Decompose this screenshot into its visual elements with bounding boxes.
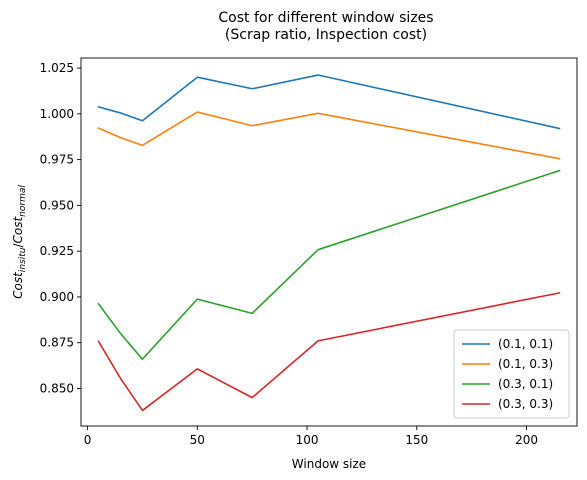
- x-tick-label: 0: [84, 433, 92, 447]
- x-tick-label: 50: [190, 433, 205, 447]
- legend-label-0: (0.1, 0.1): [498, 337, 553, 351]
- y-tick-label: 0.925: [40, 244, 74, 258]
- legend-label-3: (0.3, 0.3): [498, 397, 553, 411]
- x-axis-label: Window size: [292, 457, 366, 471]
- y-tick-label: 1.025: [40, 61, 74, 75]
- y-tick-label: 0.900: [40, 290, 74, 304]
- y-axis-label-cost-2: Cost: [11, 216, 25, 244]
- x-tick-label: 150: [405, 433, 428, 447]
- plot-area: 0 50 100 150 200 0.850 0.875 0.900 0.925 0.950 0.9…: [40, 57, 578, 447]
- legend-box: [453, 329, 570, 419]
- y-tick-label: 0.850: [40, 381, 74, 395]
- chart-title-line-1: Cost for different window sizes: [218, 10, 433, 26]
- y-axis-label-cost-1: Cost: [11, 271, 25, 299]
- series-line-2: [97, 169, 561, 360]
- x-tick-label: 100: [296, 433, 319, 447]
- series-line-1: [97, 111, 561, 160]
- y-axis-label-sub-1: insitu: [18, 247, 28, 272]
- x-tick-label: 200: [515, 433, 538, 447]
- y-axis-label-sep: /: [11, 243, 25, 248]
- series-line-0: [97, 74, 561, 130]
- y-tick-label: 1.000: [40, 107, 74, 121]
- y-tick-label: 0.950: [40, 198, 74, 212]
- y-axis-label: Costinsitu/Costnormal: [11, 185, 28, 299]
- y-tick-label: 0.975: [40, 153, 74, 167]
- chart-title-line-2: (Scrap ratio, Inspection cost): [225, 27, 427, 43]
- legend-label-2: (0.3, 0.1): [498, 377, 553, 391]
- y-axis-label-sub-2: normal: [18, 185, 28, 217]
- legend: (0.1, 0.1) (0.1, 0.3) (0.3, 0.1) (0.3, 0.3): [453, 329, 570, 419]
- series-line-3: [97, 291, 561, 412]
- plot-frame: [80, 57, 578, 427]
- legend-label-1: (0.1, 0.3): [498, 357, 553, 371]
- y-tick-label: 0.875: [40, 336, 74, 350]
